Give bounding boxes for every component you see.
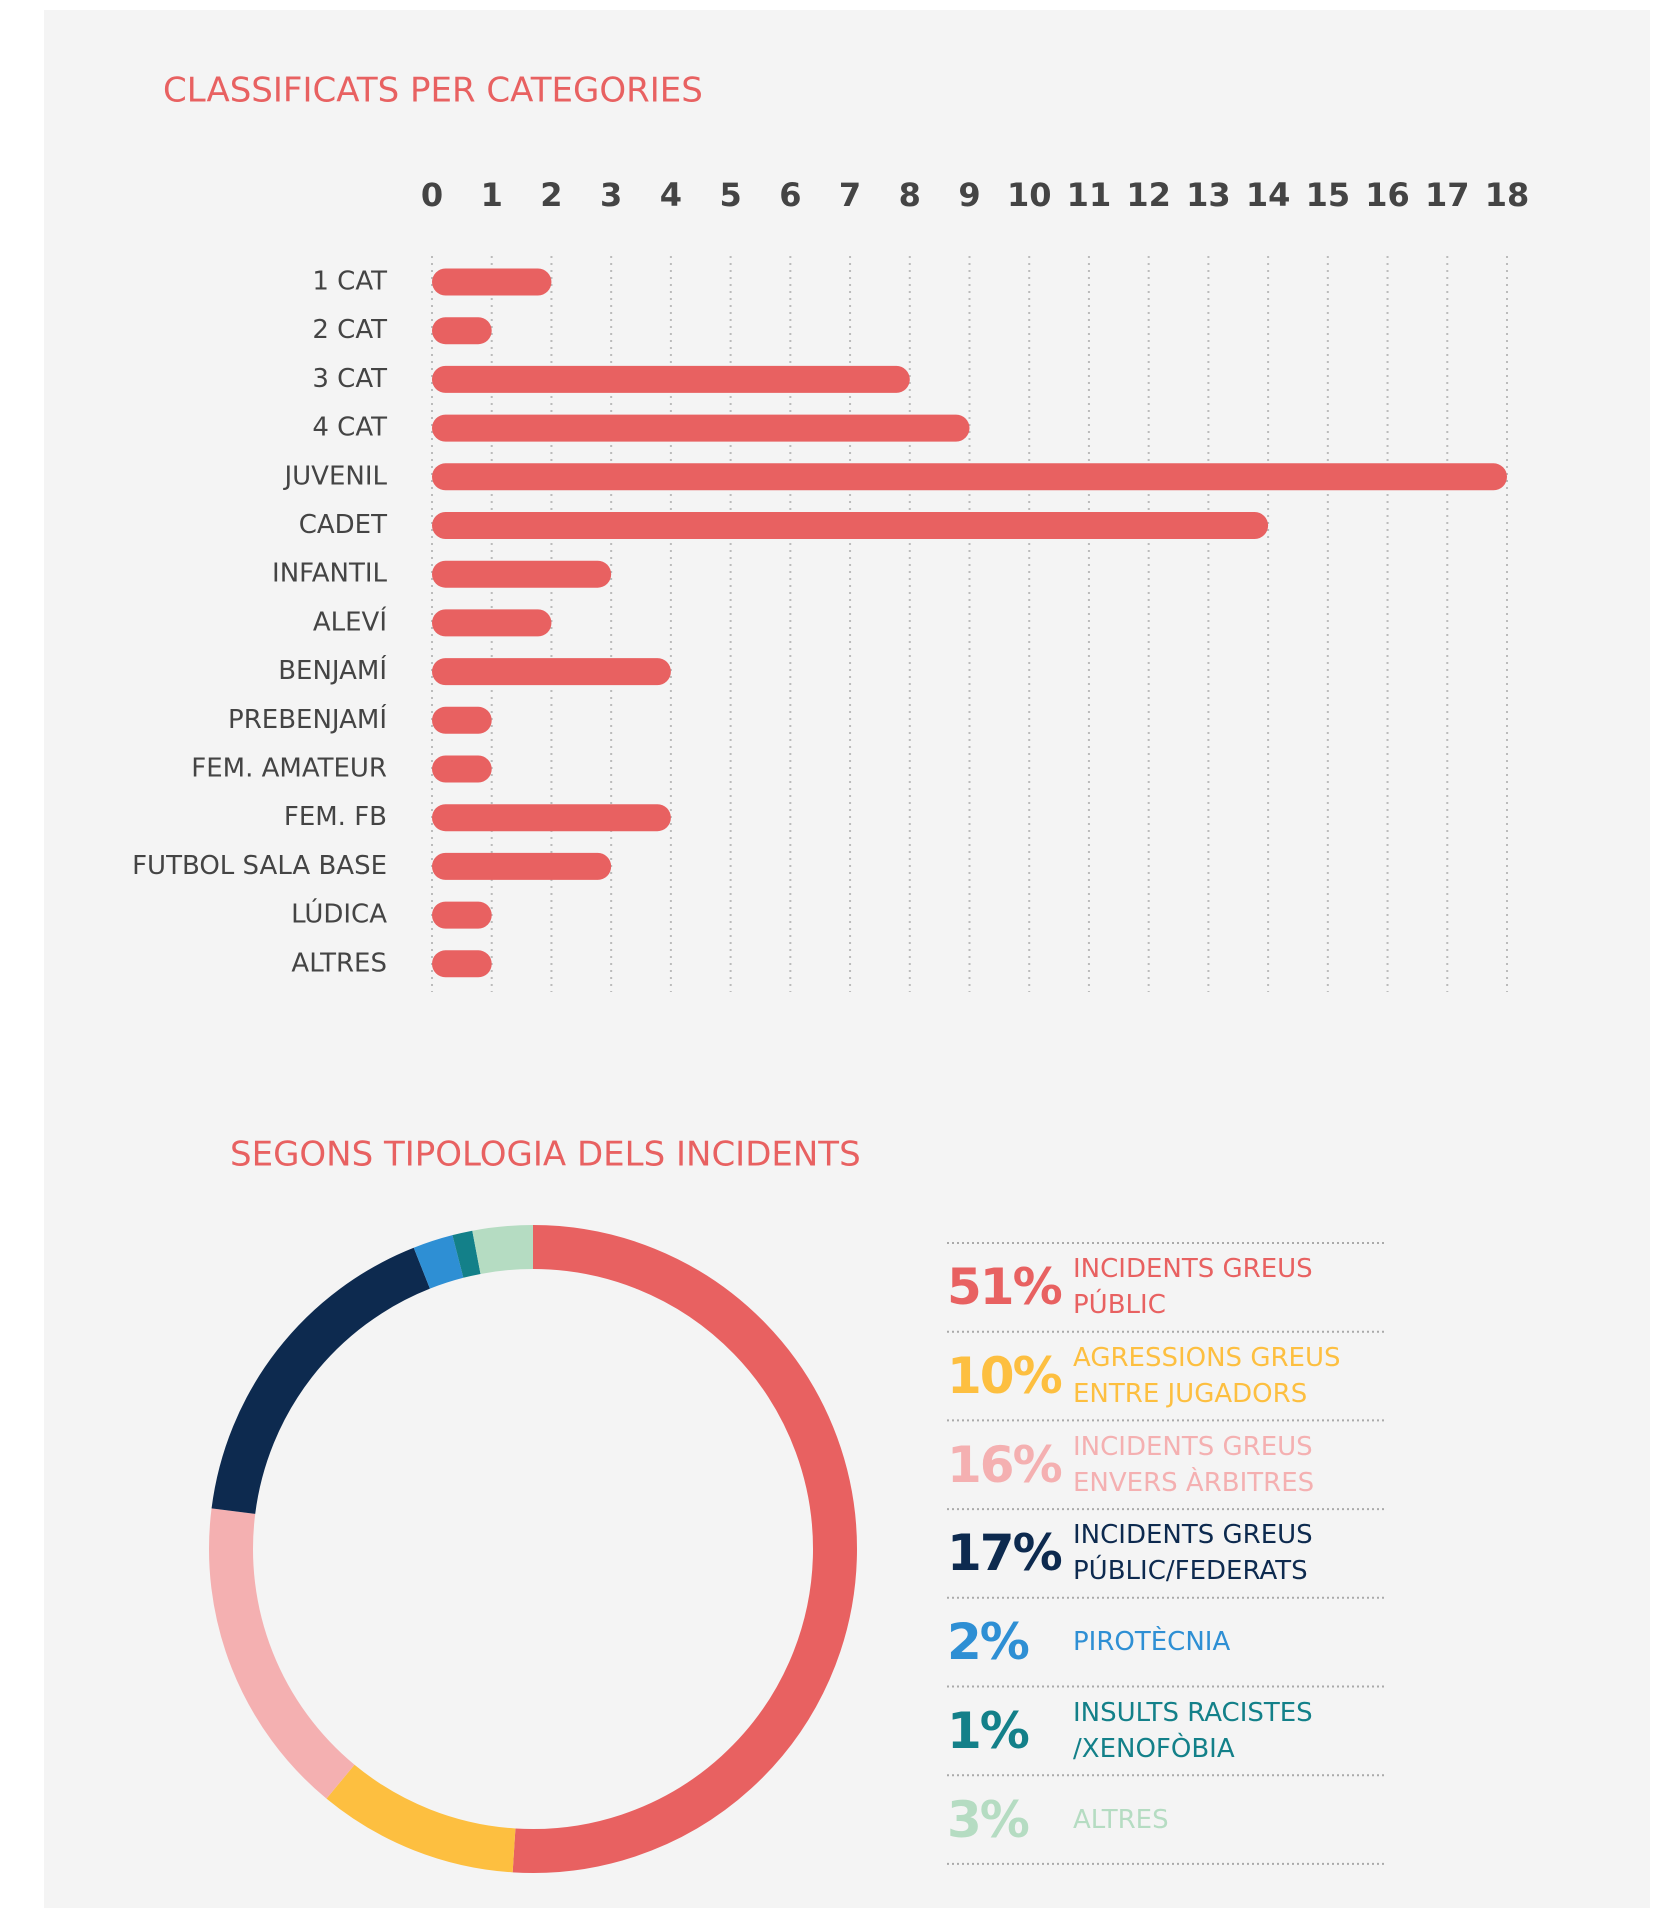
x-tick-label: 7 <box>839 176 861 214</box>
donut-segment <box>209 1508 355 1799</box>
donut-segment <box>413 1235 464 1289</box>
bar <box>432 414 970 442</box>
bar <box>432 512 1269 539</box>
legend-row: 17% INCIDENTS GREUS PÚBLIC/FEDERATS <box>947 1509 1386 1598</box>
donut-segment <box>452 1230 481 1278</box>
x-tick-label: 1 <box>481 176 503 214</box>
bar <box>432 609 552 637</box>
legend-label: INCIDENTS GREUS PÚBLIC <box>1073 1254 1313 1321</box>
bar <box>432 852 612 880</box>
x-tick-label: 12 <box>1126 176 1171 214</box>
bar <box>432 317 492 345</box>
percent-label: 17% <box>947 1524 1063 1583</box>
bar <box>432 365 910 393</box>
legend-label: AGRESSIONS GREUS ENTRE JUGADORS <box>1073 1343 1341 1410</box>
category-label: INFANTIL <box>272 559 387 589</box>
legend-row: 1% INSULTS RACISTES /XENOFÒBIA <box>947 1687 1386 1776</box>
x-tick-label: 13 <box>1186 176 1231 214</box>
legend-label: INCIDENTS GREUS PÚBLIC/FEDERATS <box>1073 1520 1313 1587</box>
bar <box>432 658 671 686</box>
x-tick-label: 15 <box>1306 176 1351 214</box>
legend-row: 10% AGRESSIONS GREUS ENTRE JUGADORS <box>947 1332 1386 1421</box>
x-tick-label: 10 <box>1007 176 1052 214</box>
bar <box>432 268 552 296</box>
donut-title: SEGONS TIPOLOGIA DELS INCIDENTS <box>230 1135 861 1175</box>
category-label: LÚDICA <box>291 898 387 930</box>
percent-label: 16% <box>947 1435 1063 1494</box>
x-tick-label: 8 <box>899 176 921 214</box>
x-tick-label: 16 <box>1365 176 1410 214</box>
bar <box>432 463 1507 491</box>
donut-segment <box>211 1247 431 1515</box>
legend-row: 51% INCIDENTS GREUS PÚBLIC <box>947 1243 1386 1332</box>
bar <box>432 706 492 734</box>
category-label: 3 CAT <box>312 364 387 394</box>
category-label: FEM. FB <box>284 802 387 832</box>
percent-label: 51% <box>947 1258 1063 1317</box>
legend-label: ALTRES <box>1073 1804 1169 1835</box>
bar <box>432 755 492 783</box>
category-label: CADET <box>299 510 387 540</box>
category-label: PREBENJAMÍ <box>228 703 387 735</box>
x-tick-label: 3 <box>600 176 622 214</box>
x-tick-label: 5 <box>719 176 741 214</box>
x-tick-label: 0 <box>421 176 443 214</box>
x-tick-label: 14 <box>1246 176 1291 214</box>
legend-row: 2% PIROTÈCNIA <box>947 1598 1386 1687</box>
category-label: FUTBOL SALA BASE <box>132 851 387 881</box>
legend-row: 16% INCIDENTS GREUS ENVERS ÀRBITRES <box>947 1420 1386 1509</box>
donut-segment <box>512 1225 858 1873</box>
x-tick-label: 6 <box>779 176 801 214</box>
x-tick-label: 18 <box>1485 176 1530 214</box>
x-tick-label: 4 <box>660 176 682 214</box>
bar <box>432 950 492 978</box>
legend-label: INCIDENTS GREUS ENVERS ÀRBITRES <box>1073 1431 1315 1498</box>
category-label: 4 CAT <box>312 413 387 443</box>
category-label: 1 CAT <box>312 267 387 297</box>
bar <box>432 804 671 832</box>
legend-label: PIROTÈCNIA <box>1073 1627 1231 1658</box>
legend-label: INSULTS RACISTES /XENOFÒBIA <box>1073 1697 1313 1764</box>
category-label: FEM. AMATEUR <box>191 754 387 784</box>
donut-segment <box>472 1225 534 1275</box>
percent-label: 2% <box>947 1613 1030 1672</box>
percent-label: 3% <box>947 1790 1030 1849</box>
donut-segment <box>326 1764 516 1873</box>
percent-label: 10% <box>947 1347 1063 1406</box>
category-label: BENJAMÍ <box>278 654 387 686</box>
x-tick-label: 17 <box>1425 176 1470 214</box>
x-tick-label: 2 <box>540 176 562 214</box>
bar <box>432 560 612 588</box>
percent-label: 1% <box>947 1701 1030 1760</box>
bar-title: CLASSIFICATS PER CATEGORIES <box>163 71 703 111</box>
category-label: 2 CAT <box>312 315 387 345</box>
x-tick-label: 11 <box>1067 176 1112 214</box>
category-label: JUVENIL <box>282 461 387 491</box>
legend-row: 3% ALTRES <box>947 1775 1386 1864</box>
x-tick-label: 9 <box>958 176 980 214</box>
bar <box>432 901 492 929</box>
category-label: ALEVÍ <box>313 605 387 637</box>
category-label: ALTRES <box>291 948 387 978</box>
